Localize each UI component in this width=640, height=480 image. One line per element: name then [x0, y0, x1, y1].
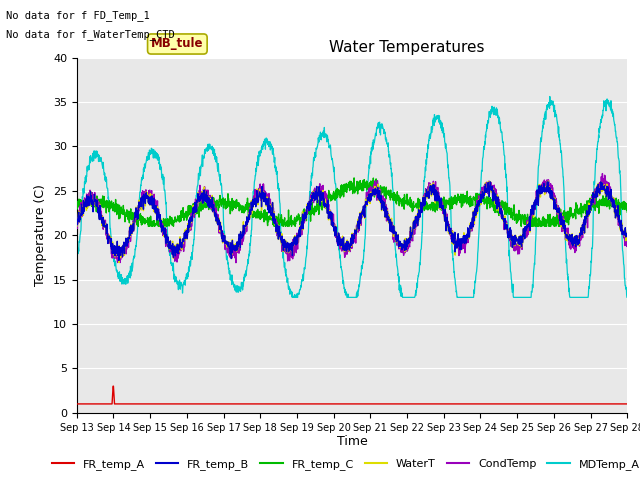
Title: Water Temperatures: Water Temperatures [330, 40, 484, 55]
Y-axis label: Temperature (C): Temperature (C) [35, 184, 47, 286]
Text: No data for f FD_Temp_1: No data for f FD_Temp_1 [6, 10, 150, 21]
Legend: FR_temp_A, FR_temp_B, FR_temp_C, WaterT, CondTemp, MDTemp_A: FR_temp_A, FR_temp_B, FR_temp_C, WaterT,… [47, 455, 640, 474]
Text: MB_tule: MB_tule [151, 37, 204, 50]
X-axis label: Time: Time [337, 435, 367, 448]
Text: No data for f_WaterTemp_CTD: No data for f_WaterTemp_CTD [6, 29, 175, 40]
